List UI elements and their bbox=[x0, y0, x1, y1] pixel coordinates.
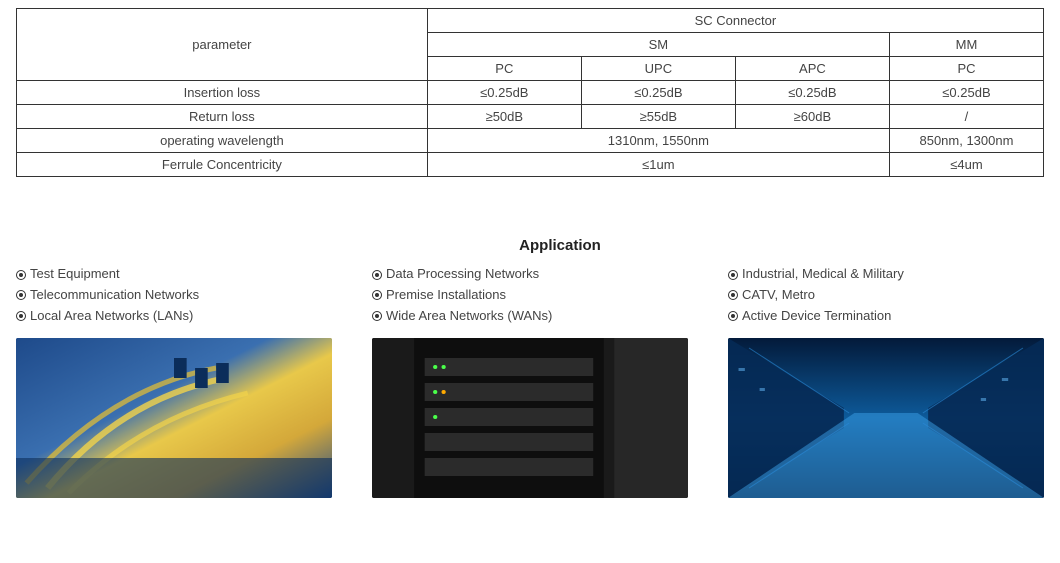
row-label: Insertion loss bbox=[17, 81, 428, 105]
bullet-icon bbox=[372, 270, 382, 280]
header-main: SC Connector bbox=[427, 9, 1043, 33]
cell: ≤0.25dB bbox=[581, 81, 735, 105]
bullet-icon bbox=[16, 290, 26, 300]
bullet-icon bbox=[16, 311, 26, 321]
header-mm: MM bbox=[889, 33, 1043, 57]
application-list: Industrial, Medical & Military CATV, Met… bbox=[728, 264, 1044, 326]
bullet-icon bbox=[728, 290, 738, 300]
application-column-2: Data Processing Networks Premise Install… bbox=[372, 264, 688, 498]
application-image-3 bbox=[728, 338, 1044, 498]
list-item-label: Data Processing Networks bbox=[386, 266, 539, 281]
application-section: Application Test Equipment Telecommunica… bbox=[16, 237, 1044, 498]
cell: / bbox=[889, 105, 1043, 129]
list-item: Wide Area Networks (WANs) bbox=[372, 306, 688, 327]
list-item: Test Equipment bbox=[16, 264, 332, 285]
application-image-1 bbox=[16, 338, 332, 498]
header-pc2: PC bbox=[889, 57, 1043, 81]
table-row: Return loss ≥50dB ≥55dB ≥60dB / bbox=[17, 105, 1044, 129]
bullet-icon bbox=[728, 270, 738, 280]
table-row: Insertion loss ≤0.25dB ≤0.25dB ≤0.25dB ≤… bbox=[17, 81, 1044, 105]
application-list: Test Equipment Telecommunication Network… bbox=[16, 264, 332, 326]
bullet-icon bbox=[728, 311, 738, 321]
list-item: Industrial, Medical & Military bbox=[728, 264, 1044, 285]
bullet-icon bbox=[372, 311, 382, 321]
table-row: operating wavelength 1310nm, 1550nm 850n… bbox=[17, 129, 1044, 153]
cell: ≥50dB bbox=[427, 105, 581, 129]
application-column-3: Industrial, Medical & Military CATV, Met… bbox=[728, 264, 1044, 498]
list-item: Premise Installations bbox=[372, 285, 688, 306]
row-label: Return loss bbox=[17, 105, 428, 129]
list-item-label: Local Area Networks (LANs) bbox=[30, 308, 193, 323]
application-columns: Test Equipment Telecommunication Network… bbox=[16, 264, 1044, 498]
application-title: Application bbox=[76, 237, 1044, 254]
list-item: Data Processing Networks bbox=[372, 264, 688, 285]
list-item-label: Telecommunication Networks bbox=[30, 287, 199, 302]
list-item-label: Active Device Termination bbox=[742, 308, 891, 323]
application-column-1: Test Equipment Telecommunication Network… bbox=[16, 264, 332, 498]
header-sm: SM bbox=[427, 33, 889, 57]
cell: ≥55dB bbox=[581, 105, 735, 129]
cell: ≤0.25dB bbox=[889, 81, 1043, 105]
header-upc: UPC bbox=[581, 57, 735, 81]
list-item-label: Wide Area Networks (WANs) bbox=[386, 308, 552, 323]
cell: 850nm, 1300nm bbox=[889, 129, 1043, 153]
application-image-2 bbox=[372, 338, 688, 498]
list-item: Active Device Termination bbox=[728, 306, 1044, 327]
cell: ≥60dB bbox=[735, 105, 889, 129]
list-item: CATV, Metro bbox=[728, 285, 1044, 306]
list-item-label: Test Equipment bbox=[30, 266, 120, 281]
list-item: Local Area Networks (LANs) bbox=[16, 306, 332, 327]
header-apc: APC bbox=[735, 57, 889, 81]
spec-table: parameter SC Connector SM MM PC UPC APC … bbox=[16, 8, 1044, 177]
cell: 1310nm, 1550nm bbox=[427, 129, 889, 153]
list-item-label: Premise Installations bbox=[386, 287, 506, 302]
cell: ≤4um bbox=[889, 153, 1043, 177]
application-list: Data Processing Networks Premise Install… bbox=[372, 264, 688, 326]
row-label: Ferrule Concentricity bbox=[17, 153, 428, 177]
cell: ≤0.25dB bbox=[735, 81, 889, 105]
list-item-label: CATV, Metro bbox=[742, 287, 815, 302]
bullet-icon bbox=[16, 270, 26, 280]
header-pc1: PC bbox=[427, 57, 581, 81]
row-label: operating wavelength bbox=[17, 129, 428, 153]
cell: ≤0.25dB bbox=[427, 81, 581, 105]
table-row: Ferrule Concentricity ≤1um ≤4um bbox=[17, 153, 1044, 177]
bullet-icon bbox=[372, 290, 382, 300]
list-item: Telecommunication Networks bbox=[16, 285, 332, 306]
list-item-label: Industrial, Medical & Military bbox=[742, 266, 904, 281]
cell: ≤1um bbox=[427, 153, 889, 177]
header-parameter: parameter bbox=[17, 9, 428, 81]
